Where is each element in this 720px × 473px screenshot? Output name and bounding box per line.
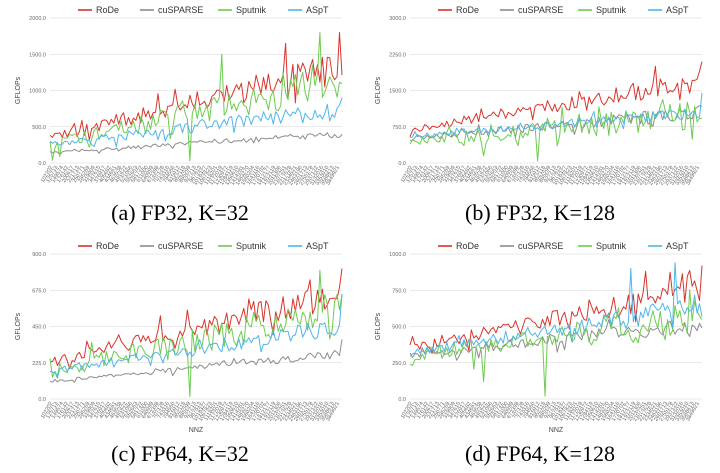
caption-b: (b) FP32, K=128 (465, 200, 615, 225)
series-line-aspt (49, 294, 343, 379)
series-line-cusparse (49, 132, 343, 156)
y-tick-label: 500.0 (392, 325, 406, 331)
legend-label-rode: RoDe (456, 5, 479, 15)
series-line-rode (409, 61, 703, 137)
y-axis-title: GFLOPs (375, 76, 382, 104)
series-line-aspt (409, 262, 703, 357)
y-tick-label: 250.0 (392, 361, 406, 367)
series-line-cusparse (409, 105, 703, 141)
legend-label-rode: RoDe (456, 241, 479, 251)
series-line-cusparse (49, 339, 343, 383)
series-line-rode (49, 32, 343, 141)
y-tick-label: 750.0 (392, 125, 406, 131)
legend-label-aspt: ASpT (666, 241, 689, 251)
series-line-sputnik (49, 32, 343, 162)
x-axis-title: NNZ (189, 427, 204, 434)
legend-label-cusparse: cuSPARSE (158, 241, 203, 251)
legend-label-cusparse: cuSPARSE (518, 5, 563, 15)
y-tick-label: 0.0 (38, 397, 46, 403)
legend-label-sputnik: Sputnik (236, 5, 267, 15)
y-tick-label: 1500.0 (389, 89, 406, 95)
panel-d-fp64-k128: RoDe cuSPARSE Sputnik ASpT 0.0 250.0 500.0 750.… (360, 236, 720, 473)
legend-label-aspt: ASpT (666, 5, 689, 15)
y-tick-label: 675.0 (32, 288, 46, 294)
legend-label-aspt: ASpT (306, 241, 329, 251)
y-tick-label: 500.0 (32, 125, 46, 131)
y-tick-label: 0.0 (398, 397, 406, 403)
legend-label-aspt: ASpT (306, 5, 329, 15)
y-tick-label: 2250.0 (389, 52, 406, 58)
series-line-rode (49, 268, 343, 370)
panel-b-fp32-k128: RoDe cuSPARSE Sputnik ASpT 0.0 750.0 1500.0 225… (360, 0, 720, 236)
legend-label-cusparse: cuSPARSE (158, 5, 203, 15)
chart-svg-b: RoDe cuSPARSE Sputnik ASpT 0.0 750.0 1500.0 225… (375, 5, 703, 187)
chart-svg-d: RoDe cuSPARSE Sputnik ASpT 0.0 250.0 500.0 750.… (375, 241, 703, 434)
y-tick-label: 750.0 (392, 288, 406, 294)
legend-label-sputnik: Sputnik (596, 241, 627, 251)
caption-c: (c) FP64, K=32 (111, 441, 249, 466)
y-axis-title: GFLOPs (375, 312, 382, 340)
legend-label-rode: RoDe (96, 241, 119, 251)
y-tick-label: 450.0 (32, 325, 46, 331)
y-tick-label: 3000.0 (389, 16, 406, 22)
legend-label-cusparse: cuSPARSE (518, 241, 563, 251)
series-line-cusparse (409, 319, 703, 361)
series-line-aspt (409, 92, 703, 139)
panel-a-fp32-k32: RoDe cuSPARSE Sputnik ASpT 0.0 500.0 1000.0 150… (0, 0, 360, 236)
legend-label-sputnik: Sputnik (236, 241, 267, 251)
x-axis-title: NNZ (549, 427, 564, 434)
panel-c-fp64-k32: RoDe cuSPARSE Sputnik ASpT 0.0 225.0 450.0 675.… (0, 236, 360, 473)
series-line-sputnik (409, 289, 703, 397)
series-line-rode (409, 265, 703, 354)
series-line-aspt (49, 97, 343, 148)
legend-label-sputnik: Sputnik (596, 5, 627, 15)
y-axis-title: GFLOPs (15, 312, 22, 340)
y-axis-title: GFLOPs (15, 76, 22, 104)
y-tick-label: 1500.0 (29, 52, 46, 58)
caption-a: (a) FP32, K=32 (111, 200, 249, 225)
y-tick-label: 0.0 (38, 161, 46, 167)
y-tick-label: 2000.0 (29, 16, 46, 22)
legend-label-rode: RoDe (96, 5, 119, 15)
y-tick-label: 1000.0 (29, 89, 46, 95)
chart-svg-a: RoDe cuSPARSE Sputnik ASpT 0.0 500.0 1000.0 150… (15, 5, 343, 187)
y-tick-label: 1000.0 (389, 252, 406, 258)
y-tick-label: 0.0 (398, 161, 406, 167)
caption-d: (d) FP64, K=128 (465, 441, 615, 466)
chart-svg-c: RoDe cuSPARSE Sputnik ASpT 0.0 225.0 450.0 675.… (15, 241, 343, 434)
y-tick-label: 900.0 (32, 252, 46, 258)
series-line-sputnik (49, 269, 343, 398)
y-tick-label: 225.0 (32, 361, 46, 367)
